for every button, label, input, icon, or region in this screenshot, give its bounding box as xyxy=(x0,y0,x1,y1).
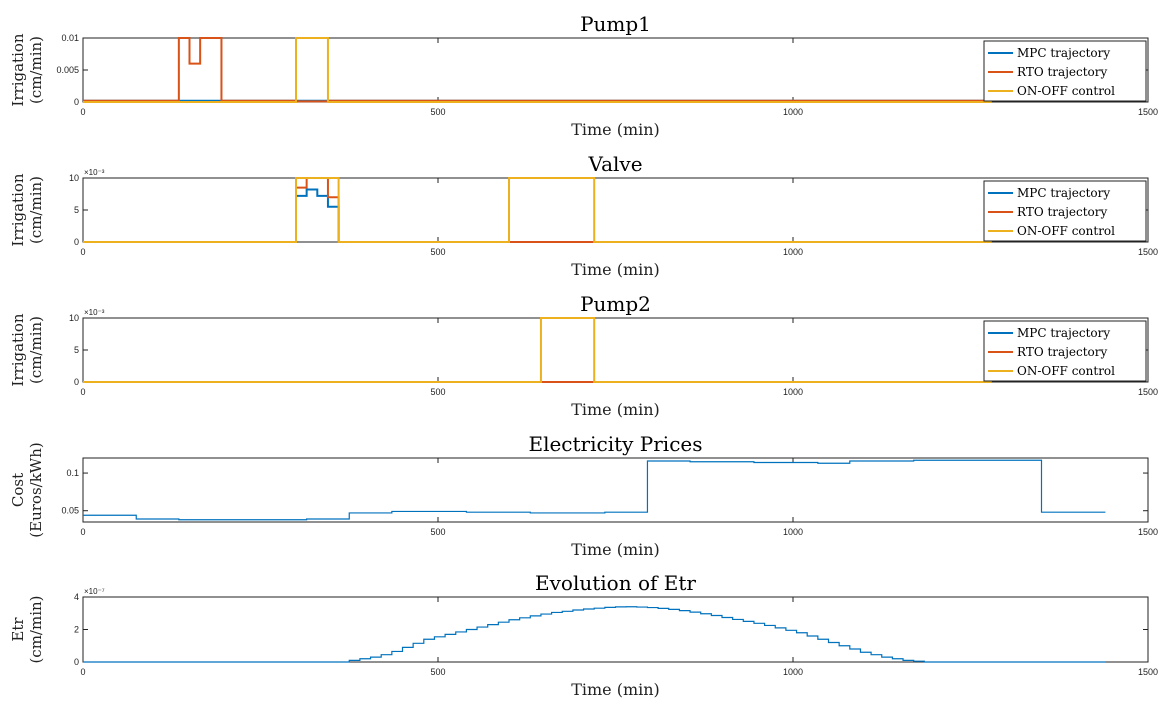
y-tick-label: 0.1 xyxy=(66,468,79,478)
x-tick-label: 0 xyxy=(80,527,85,537)
y-axis-label-line-1: Etr xyxy=(9,617,27,642)
y-axis-label-line-2: (cm/min) xyxy=(27,595,45,663)
y-axis-label-line-1: Irrigation xyxy=(9,313,27,386)
subplot-2: Valve 0 500 1000 1500 0 5 10 ×10⁻³ Time (min) Irri… xyxy=(9,152,1158,279)
y-tick-label: 0 xyxy=(74,237,79,247)
y-exponent-label: ×10⁻⁷ xyxy=(84,587,105,596)
x-tick-label: 1000 xyxy=(783,107,803,117)
x-tick-label: 1500 xyxy=(1138,667,1158,677)
x-tick-label: 0 xyxy=(80,247,85,257)
y-tick-label: 5 xyxy=(74,345,79,355)
x-tick-label: 1500 xyxy=(1138,107,1158,117)
legend-entry-2: RTO trajectory xyxy=(1017,345,1108,359)
y-tick-label: 0.05 xyxy=(61,506,79,516)
x-tick-label: 500 xyxy=(430,667,445,677)
x-tick-label: 1500 xyxy=(1138,527,1158,537)
y-tick-label: 10 xyxy=(69,173,79,183)
subplot-4: Electricity Prices 0 500 1000 1500 0.05 0.1 Tim… xyxy=(9,432,1158,559)
x-tick-label: 1000 xyxy=(783,387,803,397)
y-axis-label-line-2: (cm/min) xyxy=(27,36,45,104)
x-tick-label: 500 xyxy=(430,387,445,397)
legend-entry-3: ON-OFF control xyxy=(1017,84,1115,98)
x-tick-label: 0 xyxy=(80,387,85,397)
legend-entry-1: MPC trajectory xyxy=(1017,46,1110,60)
subplot-1: Pump1 0 500 1000 1500 0 0.005 0.01 Time (min) Irr… xyxy=(9,12,1158,139)
plot-area xyxy=(82,457,1149,523)
y-axis-label-line-2: (cm/min) xyxy=(27,176,45,244)
subplot-title: Electricity Prices xyxy=(528,432,702,456)
y-tick-label: 4 xyxy=(74,592,79,602)
legend-entry-2: RTO trajectory xyxy=(1017,65,1108,79)
plot-area xyxy=(82,177,1149,243)
subplot-3: Pump2 0 500 1000 1500 0 5 10 ×10⁻³ Time (min) Irri… xyxy=(9,292,1158,419)
series-line-1 xyxy=(83,606,1106,663)
y-tick-label: 10 xyxy=(69,313,79,323)
series-line-1 xyxy=(83,459,1106,521)
x-tick-label: 1000 xyxy=(783,667,803,677)
y-axis-label-line-1: Irrigation xyxy=(9,173,27,246)
x-tick-label: 500 xyxy=(430,527,445,537)
legend-entry-3: ON-OFF control xyxy=(1017,364,1115,378)
x-tick-label: 1500 xyxy=(1138,387,1158,397)
y-axis-label-line-2: (Euros/kWh) xyxy=(27,442,45,537)
x-axis-label: Time (min) xyxy=(571,680,660,699)
series-line-3 xyxy=(83,317,992,383)
x-tick-label: 500 xyxy=(430,107,445,117)
subplot-title: Pump2 xyxy=(580,292,651,316)
y-axis-label-line-1: Cost xyxy=(9,473,27,507)
y-exponent-label: ×10⁻³ xyxy=(84,168,105,177)
y-tick-label: 5 xyxy=(74,205,79,215)
y-tick-label: 0.01 xyxy=(61,33,79,43)
x-tick-label: 0 xyxy=(80,107,85,117)
subplot-title: Pump1 xyxy=(580,12,651,36)
x-axis-label: Time (min) xyxy=(571,540,660,559)
x-axis-label: Time (min) xyxy=(571,120,660,139)
subplot-title: Valve xyxy=(587,152,642,176)
plot-area xyxy=(82,317,1149,383)
series-line-3 xyxy=(83,37,992,103)
y-axis-label-line-2: (cm/min) xyxy=(27,316,45,384)
series-line-3 xyxy=(83,177,992,243)
x-axis-label: Time (min) xyxy=(571,260,660,279)
x-tick-label: 1000 xyxy=(783,247,803,257)
y-tick-label: 0 xyxy=(74,97,79,107)
y-axis-label-line-1: Irrigation xyxy=(9,33,27,106)
subplot-title: Evolution of Etr xyxy=(535,571,696,595)
legend-entry-3: ON-OFF control xyxy=(1017,224,1115,238)
legend-entry-2: RTO trajectory xyxy=(1017,205,1108,219)
x-tick-label: 1500 xyxy=(1138,247,1158,257)
plot-area xyxy=(82,37,1149,103)
x-tick-label: 0 xyxy=(80,667,85,677)
y-tick-label: 0 xyxy=(74,657,79,667)
y-tick-label: 0.005 xyxy=(56,65,79,75)
legend-entry-1: MPC trajectory xyxy=(1017,186,1110,200)
x-axis-label: Time (min) xyxy=(571,400,660,419)
y-exponent-label: ×10⁻³ xyxy=(84,308,105,317)
x-tick-label: 1000 xyxy=(783,527,803,537)
series-line-2 xyxy=(83,37,992,103)
subplot-5: Evolution of Etr 0 500 1000 1500 0 2 4 ×10⁻⁷ Time… xyxy=(9,571,1158,699)
x-tick-label: 500 xyxy=(430,247,445,257)
y-tick-label: 2 xyxy=(74,625,79,635)
legend-entry-1: MPC trajectory xyxy=(1017,326,1110,340)
y-tick-label: 0 xyxy=(74,377,79,387)
